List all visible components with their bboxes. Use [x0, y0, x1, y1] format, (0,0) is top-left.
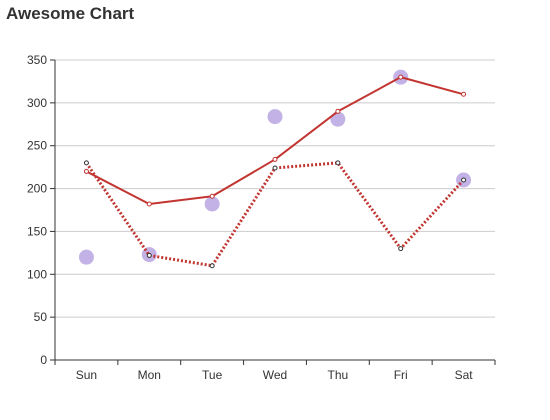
- y-tick-label: 200: [27, 182, 47, 196]
- y-tick-label: 100: [27, 267, 47, 281]
- series-line: [85, 161, 465, 268]
- y-tick-label: 50: [34, 310, 48, 324]
- scatter-point: [267, 109, 283, 125]
- line-point: [335, 160, 341, 166]
- y-tick-label: 350: [27, 53, 47, 67]
- line-point: [83, 160, 89, 166]
- line-point: [209, 263, 215, 269]
- x-tick-label: Wed: [263, 368, 287, 382]
- line-point: [398, 246, 404, 252]
- x-tick-label: Tue: [202, 368, 223, 382]
- line-point: [209, 193, 215, 199]
- grid-lines: [55, 59, 495, 318]
- line-point: [461, 177, 467, 183]
- line-point: [272, 156, 278, 162]
- x-tick-label: Mon: [138, 368, 161, 382]
- chart-title: Awesome Chart: [6, 4, 135, 23]
- series: [78, 69, 472, 269]
- line-point: [146, 201, 152, 207]
- line-point: [461, 91, 467, 97]
- y-tick-label: 150: [27, 224, 47, 238]
- line-point: [83, 168, 89, 174]
- line-point: [272, 165, 278, 171]
- x-tick-label: Thu: [328, 368, 349, 382]
- y-tick-label: 0: [40, 353, 47, 367]
- line-point: [398, 74, 404, 80]
- y-tick-label: 300: [27, 96, 47, 110]
- x-tick-label: Fri: [394, 368, 408, 382]
- dotted-line-series: [83, 160, 467, 269]
- y-tick-label: 250: [27, 139, 47, 153]
- axes: 0 50 100 150 200 250 300 350 Sun Mon Tue Wed Thu Fri S…: [27, 53, 496, 382]
- scatter-point: [78, 249, 94, 265]
- series-line: [85, 76, 464, 205]
- line-point: [335, 108, 341, 114]
- line-point: [146, 252, 152, 258]
- solid-line-series: [83, 74, 467, 207]
- scatter-point: [204, 196, 220, 212]
- x-tick-label: Sat: [455, 368, 474, 382]
- x-tick-label: Sun: [76, 368, 97, 382]
